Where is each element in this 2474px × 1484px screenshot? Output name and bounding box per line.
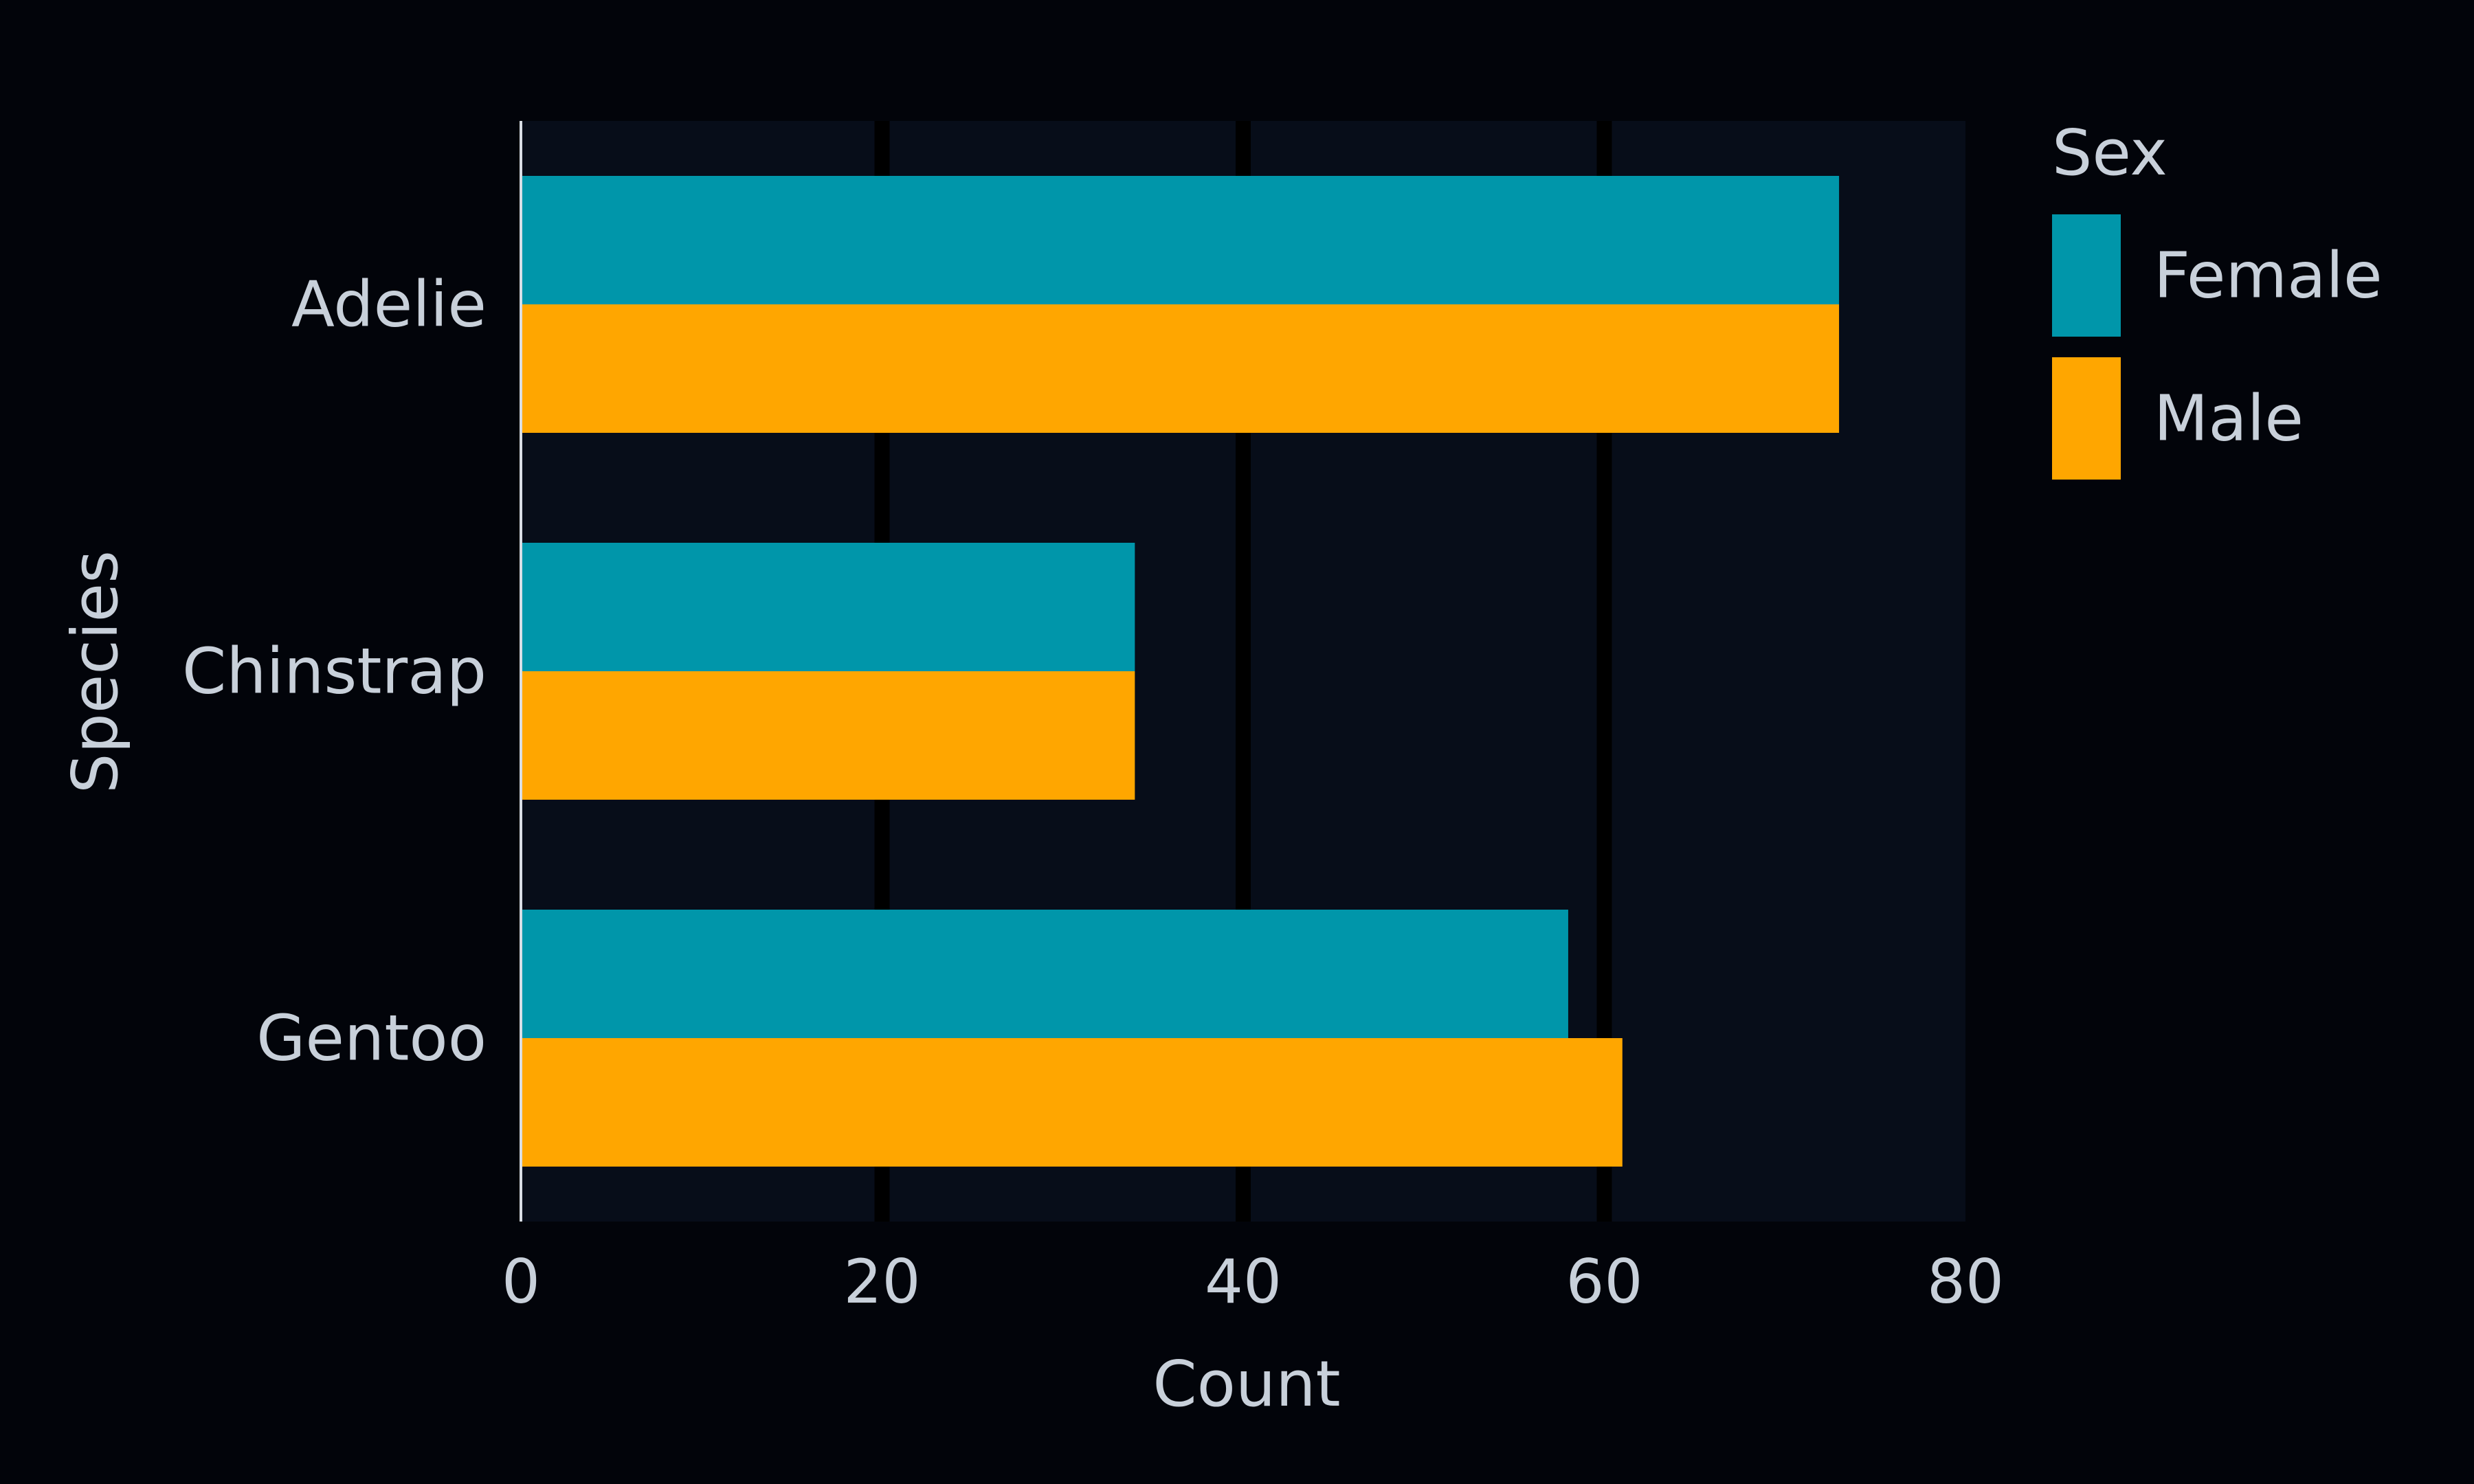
x-tick-label-40: 40 (1205, 1246, 1282, 1317)
bar-gentoo-female (521, 910, 1568, 1038)
y-tick-label-adelie: Adelie (291, 268, 487, 341)
x-tick-label-60: 60 (1566, 1246, 1643, 1317)
bar-chinstrap-female (521, 543, 1135, 671)
legend-swatch-female (2052, 214, 2121, 337)
bar-adelie-female (521, 176, 1840, 304)
y-axis-title: Species (58, 550, 132, 794)
legend-title: Sex (2052, 116, 2167, 190)
legend-label-male: Male (2154, 382, 2304, 456)
x-tick-labels: 0 20 40 60 80 (502, 1246, 2004, 1317)
x-tick-label-80: 80 (1927, 1246, 2004, 1317)
x-tick-label-0: 0 (502, 1246, 540, 1317)
bar-adelie-male (521, 304, 1840, 433)
bar-gentoo-male (521, 1038, 1623, 1167)
legend: Sex Female Male (2052, 116, 2383, 480)
y-tick-labels: Adelie Chinstrap Gentoo (182, 268, 487, 1075)
y-tick-label-gentoo: Gentoo (256, 1002, 487, 1075)
bar-chinstrap-male (521, 671, 1135, 800)
x-tick-label-20: 20 (844, 1246, 921, 1317)
x-axis-title: Count (1152, 1347, 1340, 1421)
y-tick-label-chinstrap: Chinstrap (182, 635, 487, 708)
legend-swatch-male (2052, 357, 2121, 480)
legend-label-female: Female (2154, 239, 2383, 313)
bars (521, 176, 1840, 1167)
